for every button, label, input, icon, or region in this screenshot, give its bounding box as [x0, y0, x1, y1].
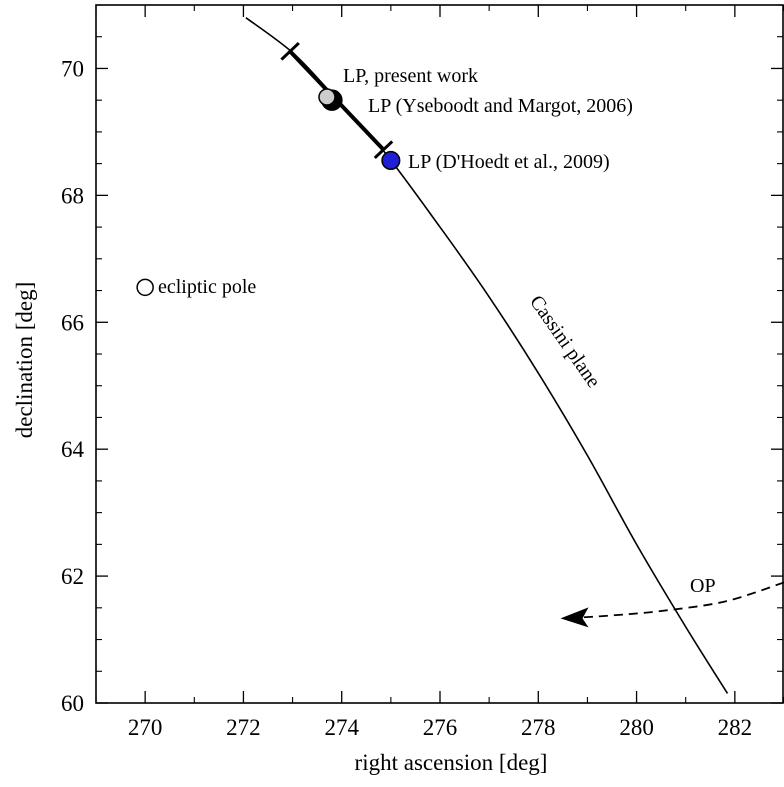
y-tick-label: 62 — [61, 564, 84, 589]
x-tick-label: 282 — [718, 715, 753, 740]
x-tick-label: 272 — [226, 715, 261, 740]
label-op: OP — [690, 575, 716, 597]
x-tick-label: 274 — [324, 715, 359, 740]
label-cassini-plane: Cassini plane — [525, 291, 605, 392]
y-tick-label: 60 — [61, 691, 84, 716]
uncertainty-bar-upper — [280, 41, 300, 61]
label-lp-dhoedt: LP (D'Hoedt et al., 2009) — [408, 151, 610, 173]
x-tick-label: 270 — [128, 715, 163, 740]
x-tick-label: 278 — [521, 715, 556, 740]
x-tick-label: 280 — [619, 715, 654, 740]
marker-lp-dhoedt — [381, 150, 401, 171]
marker-lp-yseboodt — [318, 88, 336, 106]
cassini-plane-curve — [245, 17, 729, 694]
y-tick-label: 66 — [61, 310, 84, 335]
y-axis-title: declination [deg] — [12, 282, 37, 438]
y-tick-label: 70 — [61, 56, 84, 81]
label-lp-present: LP, present work — [343, 65, 478, 87]
x-axis-title: right ascension [deg] — [355, 750, 548, 775]
markers — [136, 88, 401, 297]
op-arrowhead — [560, 607, 589, 628]
x-tick-label: 276 — [423, 715, 458, 740]
y-tick-label: 64 — [61, 437, 85, 462]
op-dashed-curve — [582, 581, 784, 619]
uncertainty-bar-lower — [373, 140, 394, 160]
y-tick-label: 68 — [61, 183, 84, 208]
label-ecliptic-pole: ecliptic pole — [158, 276, 256, 298]
marker-ecliptic-pole — [136, 278, 154, 297]
label-lp-yseboodt: LP (Yseboodt and Margot, 2006) — [368, 95, 633, 117]
ticks: 270 272 274 276 278 280 282 60 62 64 66 68 70 — [61, 4, 784, 740]
